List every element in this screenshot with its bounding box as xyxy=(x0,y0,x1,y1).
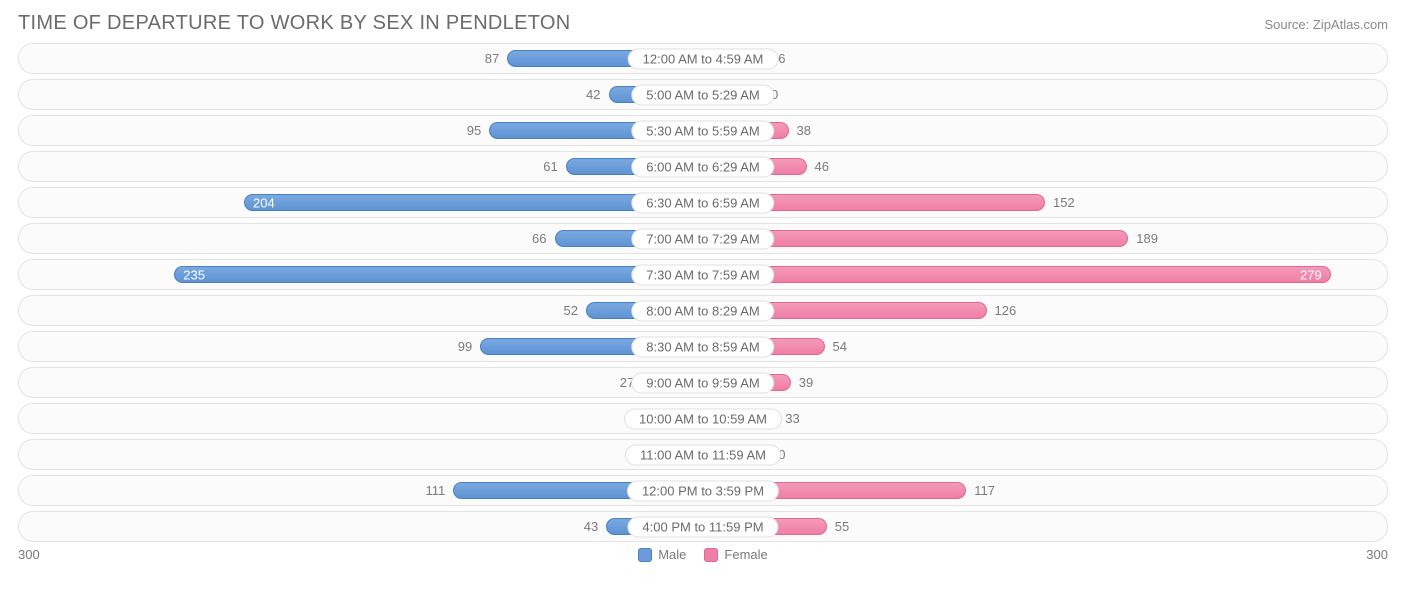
male-value-label: 111 xyxy=(425,483,445,498)
table-row: 66 189 7:00 AM to 7:29 AM xyxy=(18,223,1388,254)
male-half: 204 xyxy=(19,188,703,217)
chart-footer: 300 Male Female 300 xyxy=(18,547,1388,562)
table-row: 111 117 12:00 PM to 3:59 PM xyxy=(18,475,1388,506)
female-value-label: 39 xyxy=(799,375,813,390)
male-value-label: 52 xyxy=(564,303,578,318)
chart-title: TIME OF DEPARTURE TO WORK BY SEX IN PEND… xyxy=(18,12,571,35)
time-range-label: 4:00 PM to 11:59 PM xyxy=(627,516,778,537)
table-row: 204 152 6:30 AM to 6:59 AM xyxy=(18,187,1388,218)
legend-male: Male xyxy=(638,547,686,562)
legend: Male Female xyxy=(638,547,768,562)
time-range-label: 10:00 AM to 10:59 AM xyxy=(624,408,782,429)
time-range-label: 11:00 AM to 11:59 AM xyxy=(625,444,781,465)
male-value-label: 43 xyxy=(584,519,598,534)
male-swatch-icon xyxy=(638,548,652,562)
female-value-label: 117 xyxy=(974,483,995,498)
legend-female-label: Female xyxy=(724,547,767,562)
male-value-label: 61 xyxy=(543,159,557,174)
female-half: 38 xyxy=(703,116,1387,145)
female-value-label: 126 xyxy=(995,303,1017,318)
table-row: 95 38 5:30 AM to 5:59 AM xyxy=(18,115,1388,146)
male-half: 27 xyxy=(19,368,703,397)
male-half: 42 xyxy=(19,80,703,109)
time-range-label: 8:00 AM to 8:29 AM xyxy=(631,300,774,321)
male-half: 99 xyxy=(19,332,703,361)
axis-max-left: 300 xyxy=(18,547,40,562)
diverging-bar-chart: 871612:00 AM to 4:59 AM4205:00 AM to 5:2… xyxy=(18,43,1388,542)
chart-header: TIME OF DEPARTURE TO WORK BY SEX IN PEND… xyxy=(18,12,1388,35)
time-range-label: 8:30 AM to 8:59 AM xyxy=(631,336,774,357)
male-half: 111 xyxy=(19,476,703,505)
female-half: 152 xyxy=(703,188,1387,217)
female-half: 33 xyxy=(703,404,1387,433)
table-row: 99 54 8:30 AM to 8:59 AM xyxy=(18,331,1388,362)
time-range-label: 12:00 AM to 4:59 AM xyxy=(628,48,779,69)
axis-max-right: 300 xyxy=(1366,547,1388,562)
female-half: 10 xyxy=(703,440,1387,469)
time-range-label: 6:00 AM to 6:29 AM xyxy=(631,156,774,177)
female-half: 55 xyxy=(703,512,1387,541)
female-half: 126 xyxy=(703,296,1387,325)
time-range-label: 5:30 AM to 5:59 AM xyxy=(631,120,774,141)
table-row: 235 279 7:30 AM to 7:59 AM xyxy=(18,259,1388,290)
female-value-label: 54 xyxy=(833,339,847,354)
female-value-label: 46 xyxy=(815,159,829,174)
female-swatch-icon xyxy=(704,548,718,562)
male-half: 66 xyxy=(19,224,703,253)
legend-female: Female xyxy=(704,547,767,562)
time-range-label: 7:30 AM to 7:59 AM xyxy=(631,264,774,285)
female-half: 46 xyxy=(703,152,1387,181)
female-value-label: 189 xyxy=(1136,231,1158,246)
time-range-label: 12:00 PM to 3:59 PM xyxy=(627,480,779,501)
male-half: 43 xyxy=(19,512,703,541)
male-half: 95 xyxy=(19,116,703,145)
male-half: 52 xyxy=(19,296,703,325)
female-value-label: 152 xyxy=(1053,195,1075,210)
female-half: 279 xyxy=(703,260,1387,289)
female-value-label: 38 xyxy=(797,123,811,138)
male-value-label: 204 xyxy=(253,195,275,210)
table-row: 43 55 4:00 PM to 11:59 PM xyxy=(18,511,1388,542)
female-half: 16 xyxy=(703,44,1387,73)
table-row: 87 1612:00 AM to 4:59 AM xyxy=(18,43,1388,74)
male-value-label: 95 xyxy=(467,123,481,138)
female-half: 117 xyxy=(703,476,1387,505)
male-value-label: 42 xyxy=(586,87,600,102)
table-row: 61 46 6:00 AM to 6:29 AM xyxy=(18,151,1388,182)
male-half: 61 xyxy=(19,152,703,181)
male-half: 235 xyxy=(19,260,703,289)
table-row: 42 05:00 AM to 5:29 AM xyxy=(18,79,1388,110)
female-half: 0 xyxy=(703,80,1387,109)
time-range-label: 7:00 AM to 7:29 AM xyxy=(631,228,774,249)
male-half: 87 xyxy=(19,44,703,73)
time-range-label: 9:00 AM to 9:59 AM xyxy=(631,372,774,393)
table-row: 27 39 9:00 AM to 9:59 AM xyxy=(18,367,1388,398)
male-half: 0 xyxy=(19,440,703,469)
male-bar: 235 xyxy=(174,266,703,283)
male-value-label: 99 xyxy=(458,339,472,354)
male-value-label: 235 xyxy=(183,267,205,282)
female-half: 189 xyxy=(703,224,1387,253)
female-value-label: 279 xyxy=(1300,267,1322,282)
time-range-label: 6:30 AM to 6:59 AM xyxy=(631,192,774,213)
female-bar: 279 xyxy=(703,266,1331,283)
table-row: 01011:00 AM to 11:59 AM xyxy=(18,439,1388,470)
male-value-label: 66 xyxy=(532,231,546,246)
table-row: 0 3310:00 AM to 10:59 AM xyxy=(18,403,1388,434)
male-half: 0 xyxy=(19,404,703,433)
legend-male-label: Male xyxy=(658,547,686,562)
chart-source: Source: ZipAtlas.com xyxy=(1264,17,1388,32)
female-half: 39 xyxy=(703,368,1387,397)
male-value-label: 87 xyxy=(485,51,499,66)
table-row: 52 126 8:00 AM to 8:29 AM xyxy=(18,295,1388,326)
female-value-label: 33 xyxy=(785,411,799,426)
female-half: 54 xyxy=(703,332,1387,361)
female-value-label: 55 xyxy=(835,519,849,534)
time-range-label: 5:00 AM to 5:29 AM xyxy=(631,84,774,105)
